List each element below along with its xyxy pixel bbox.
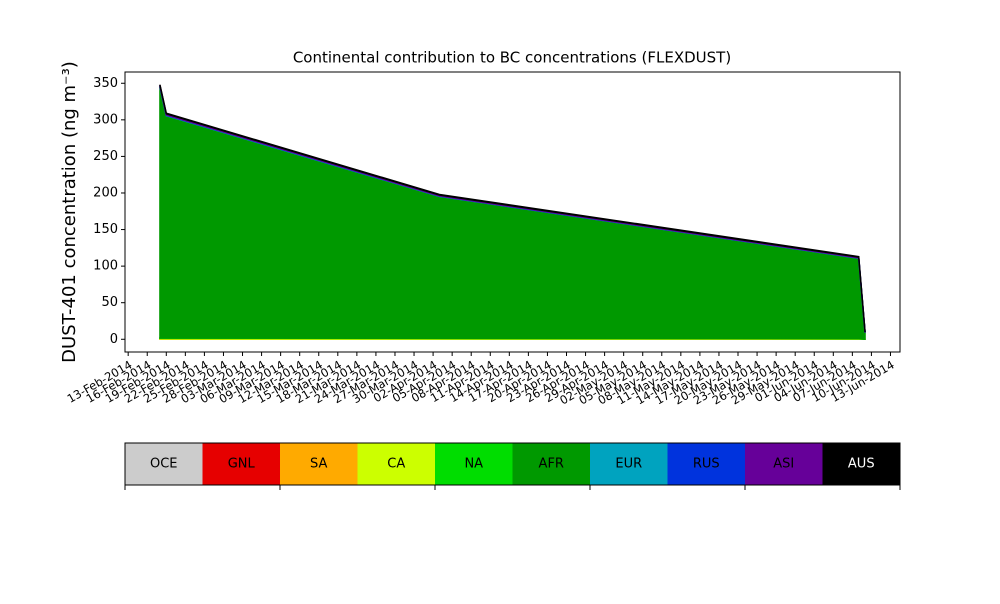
y-axis-label: DUST-401 concentration (ng m⁻³)	[59, 61, 80, 363]
legend-label: GNL	[228, 457, 256, 472]
y-tick-label: 200	[93, 185, 118, 200]
legend-label: ASI	[773, 457, 794, 472]
y-tick-label: 150	[93, 222, 118, 237]
legend-label: NA	[464, 457, 483, 472]
y-tick-label: 50	[101, 295, 118, 310]
y-tick-label: 0	[110, 332, 118, 347]
legend-label: SA	[310, 457, 327, 472]
y-tick-label: 100	[93, 259, 118, 274]
legend-label: EUR	[615, 457, 642, 472]
legend-label: CA	[387, 457, 405, 472]
chart-title: Continental contribution to BC concentra…	[293, 49, 731, 67]
legend-label: AFR	[539, 457, 564, 472]
y-tick-label: 250	[93, 149, 118, 164]
y-tick-label: 350	[93, 76, 118, 91]
legend-label: OCE	[150, 457, 178, 472]
y-tick-label: 300	[93, 112, 118, 127]
legend-label: RUS	[693, 457, 720, 472]
legend-label: AUS	[848, 457, 875, 472]
